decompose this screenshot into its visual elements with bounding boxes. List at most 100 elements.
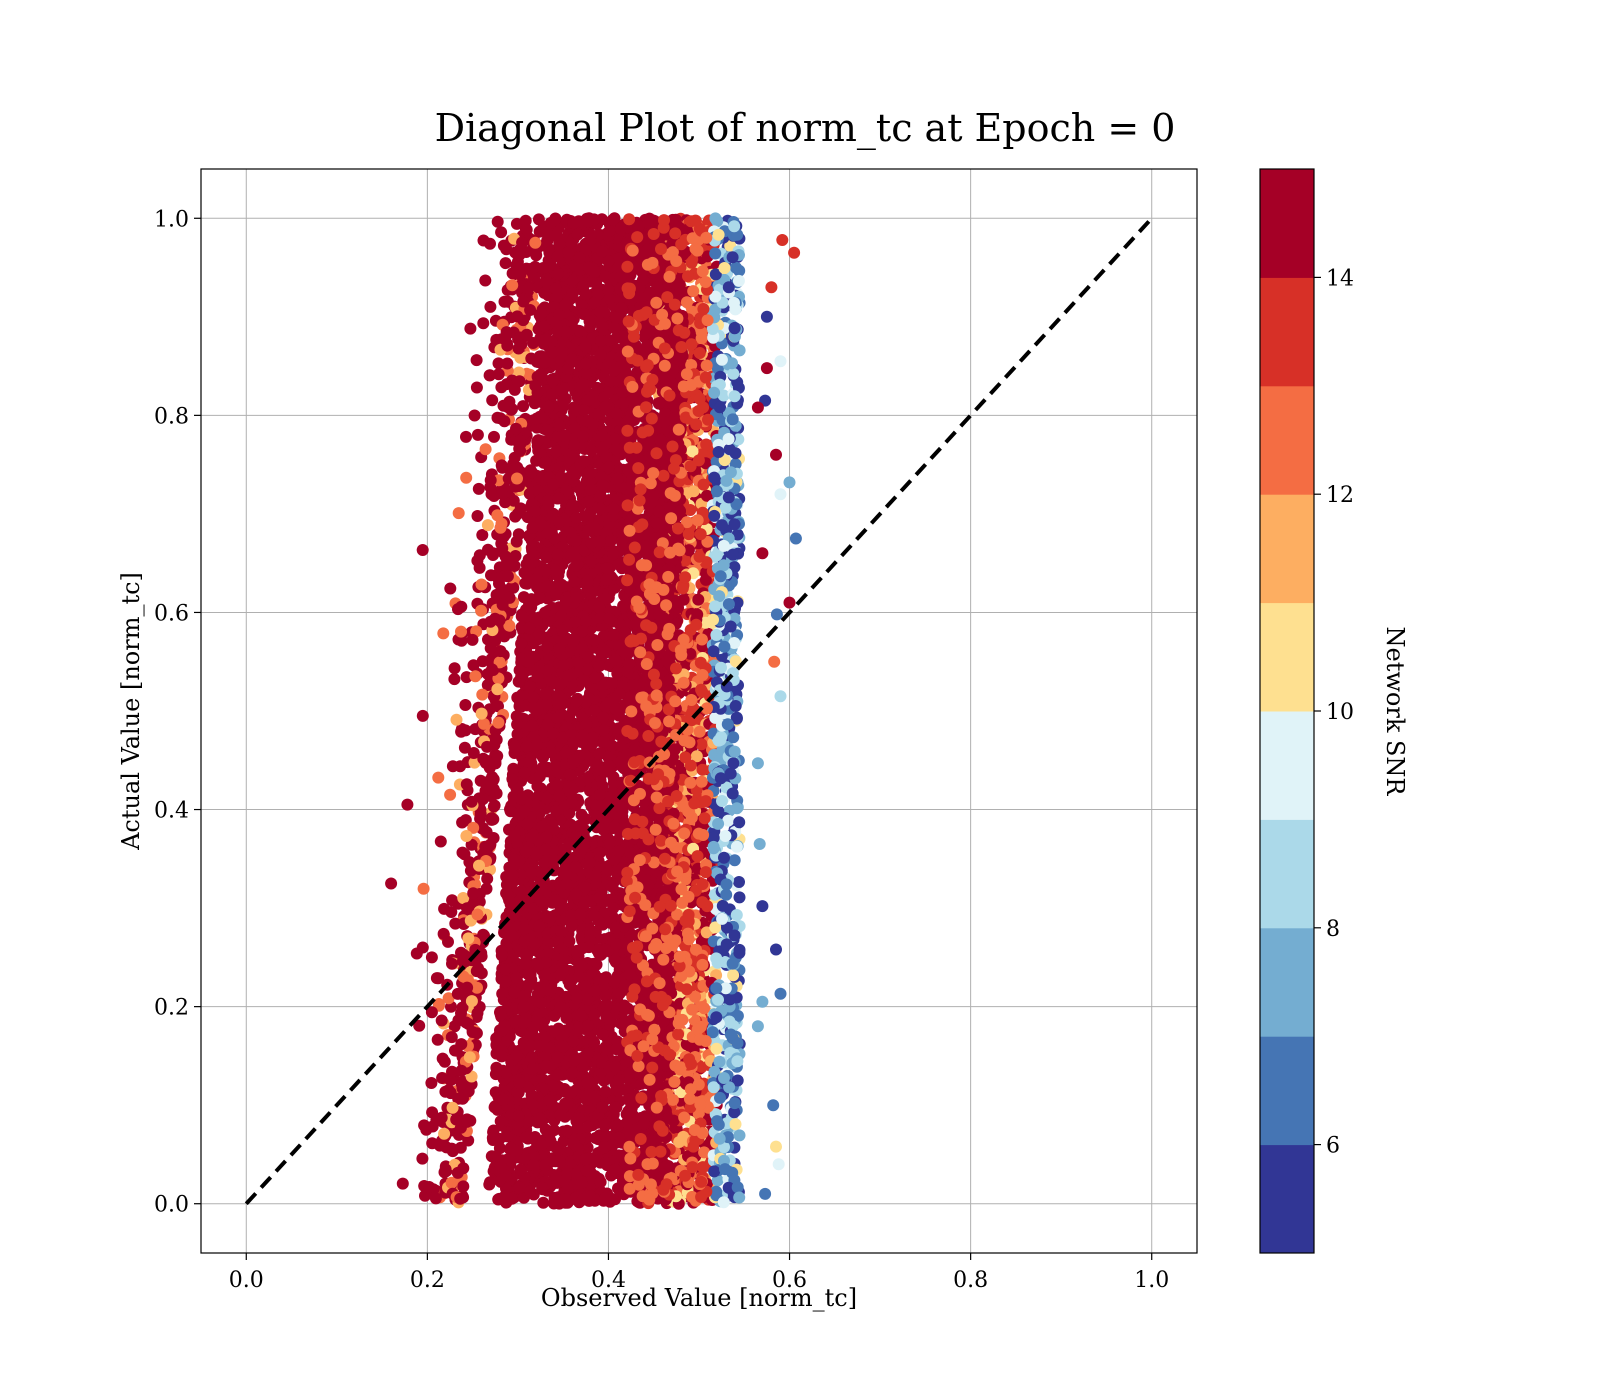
scatter-point <box>467 821 480 834</box>
scatter-point <box>416 1152 429 1165</box>
scatter-point <box>722 433 735 445</box>
scatter-point <box>496 488 509 500</box>
scatter-point <box>484 369 496 382</box>
scatter-point <box>730 840 743 853</box>
scatter-point <box>731 1055 744 1068</box>
scatter-point <box>491 750 504 762</box>
scatter-point <box>445 1176 458 1189</box>
scatter-point <box>710 982 723 995</box>
scatter-point <box>497 399 510 412</box>
scatter-point <box>728 854 741 867</box>
scatter-point <box>452 507 465 520</box>
scatter-point <box>722 281 735 294</box>
scatter-point <box>510 259 523 272</box>
scatter-point <box>514 268 527 281</box>
scatter-point <box>450 713 463 726</box>
scatter-point <box>446 957 458 970</box>
scatter-point <box>495 226 508 239</box>
scatter-point <box>700 489 713 502</box>
scatter-point <box>460 778 473 791</box>
scatter-point <box>461 1113 473 1126</box>
scatter-point <box>438 1127 451 1140</box>
scatter-point <box>470 965 483 978</box>
scatter-point <box>484 615 497 628</box>
scatter-point <box>711 1115 724 1128</box>
scatter-point <box>423 1181 436 1193</box>
scatter-point <box>712 734 725 747</box>
scatter-point <box>456 955 469 968</box>
scatter-point <box>699 573 712 586</box>
scatter-point <box>713 1055 726 1068</box>
scatter-point <box>713 590 726 603</box>
scatter-point <box>692 1107 705 1120</box>
scatter-point <box>425 1077 438 1089</box>
scatter-point <box>431 1033 444 1046</box>
scatter-point <box>460 830 473 842</box>
scatter-point <box>712 228 725 241</box>
scatter-point <box>500 243 513 256</box>
scatter-point <box>480 826 493 838</box>
scatter-point <box>522 282 535 295</box>
scatter-point <box>437 627 450 640</box>
scatter-point <box>711 215 724 228</box>
scatter-point <box>727 548 739 561</box>
scatter-point <box>460 471 473 484</box>
scatter-point <box>417 882 430 895</box>
scatter-point <box>493 577 505 590</box>
scatter-point <box>463 856 476 869</box>
scatter-point <box>717 1196 730 1209</box>
scatter-point <box>719 830 732 842</box>
scatter-point <box>499 559 512 572</box>
scatter-point <box>512 366 525 379</box>
scatter-point <box>432 972 445 985</box>
scatter-point <box>481 519 494 532</box>
scatter-point <box>496 598 509 611</box>
scatter-point <box>426 1137 439 1150</box>
scatter-point <box>707 613 719 626</box>
scatter-point <box>718 851 730 864</box>
scatter-point <box>425 1006 438 1019</box>
scatter-point <box>728 637 741 649</box>
scatter-point <box>710 1011 723 1024</box>
scatter-point <box>445 1031 458 1044</box>
scatter-point <box>455 1064 468 1077</box>
scatter-point <box>529 245 542 258</box>
scatter-point <box>707 935 720 948</box>
scatter-point <box>728 220 741 233</box>
scatter-point <box>728 518 741 531</box>
scatter-point <box>452 1014 465 1027</box>
scatter-point <box>491 509 504 522</box>
scatter-point <box>493 614 506 627</box>
scatter-point <box>465 995 478 1008</box>
scatter-point <box>475 604 488 617</box>
scatter-point <box>461 981 474 994</box>
scatter-point <box>722 814 735 827</box>
scatter-point <box>455 1078 468 1090</box>
scatter-point <box>493 656 506 669</box>
scatter-point <box>733 344 746 357</box>
scatter-point <box>715 519 728 532</box>
scatter-point <box>720 878 733 891</box>
scatter-point <box>473 859 485 872</box>
scatter-point <box>491 683 504 696</box>
scatter-point <box>435 1014 448 1027</box>
scatter-point <box>712 805 725 818</box>
scatter-point <box>448 673 461 686</box>
scatter-point <box>698 1146 711 1159</box>
scatter-point <box>459 699 472 711</box>
scatter-point <box>727 969 740 982</box>
scatter-point <box>708 1165 721 1178</box>
scatter-point <box>477 234 490 247</box>
scatter-point <box>728 322 741 335</box>
scatter-point <box>465 795 478 808</box>
scatter-point <box>486 394 499 407</box>
scatter-point <box>451 987 464 1000</box>
scatter-point <box>707 645 720 658</box>
scatter-point <box>510 422 522 435</box>
scatter-point <box>498 415 511 428</box>
scatter-point <box>712 446 725 458</box>
scatter-point <box>720 474 733 487</box>
scatter-point <box>501 570 514 583</box>
scatter-point <box>485 488 498 501</box>
scatter-point <box>484 300 497 313</box>
